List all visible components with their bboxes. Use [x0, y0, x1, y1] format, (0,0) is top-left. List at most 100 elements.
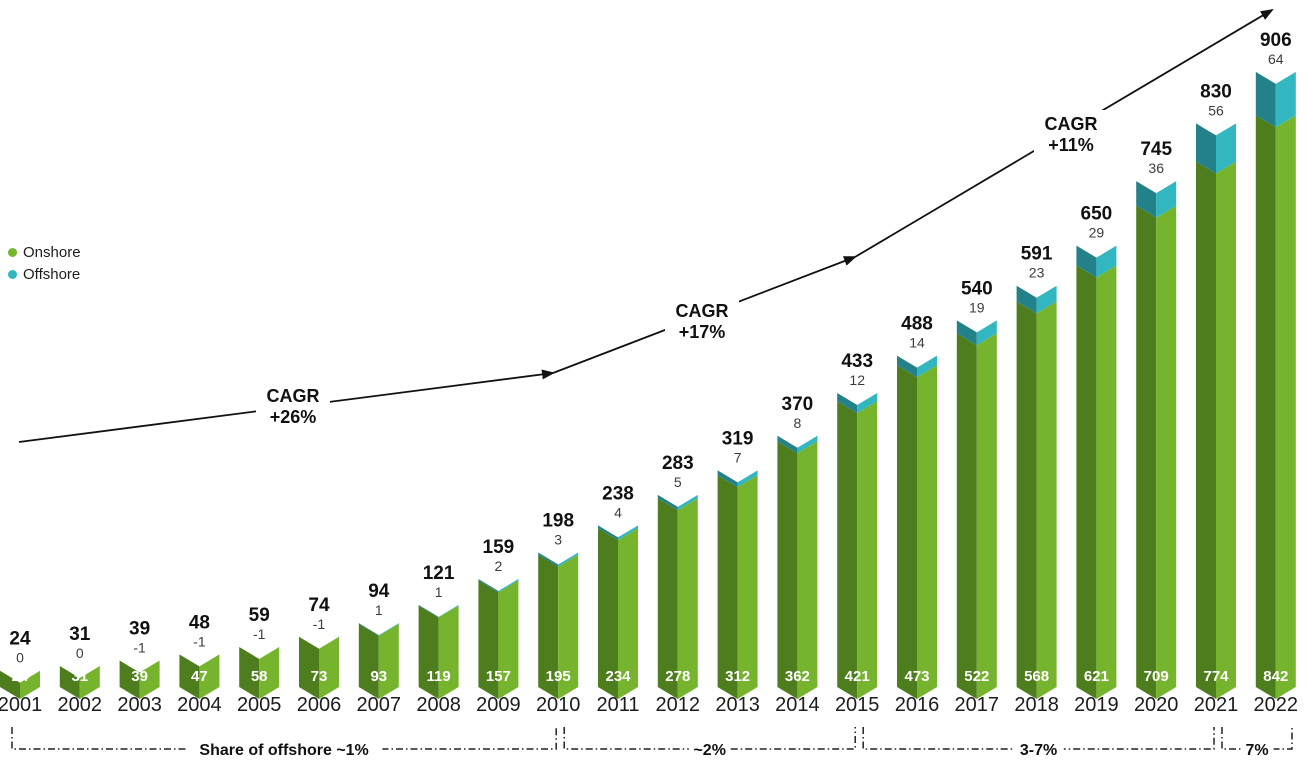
onshore-segment-right	[1156, 205, 1177, 700]
onshore-segment-left	[418, 605, 439, 699]
legend-item-offshore: Offshore	[8, 266, 81, 283]
legend-label-offshore: Offshore	[23, 266, 81, 283]
bracket-label-text: 3-7%	[1020, 742, 1057, 759]
share-bracket-label-3: 3-7%	[1013, 737, 1064, 759]
total-label: 198	[542, 511, 574, 532]
offshore-segment-right	[1156, 181, 1177, 218]
onshore-segment-left	[358, 623, 379, 699]
year-label: 2010	[536, 694, 581, 716]
year-label: 2022	[1254, 694, 1299, 716]
offshore-label: 14	[909, 335, 925, 351]
onshore-value-label: 93	[370, 668, 387, 685]
offshore-label: 0	[76, 645, 84, 661]
onshore-segment-right	[737, 475, 758, 699]
total-label: 31	[69, 624, 91, 645]
offshore-segment-right	[737, 470, 758, 488]
offshore-label: 4	[614, 504, 622, 520]
onshore-value-label: 362	[785, 668, 810, 685]
total-label: 94	[368, 581, 390, 602]
offshore-label: -1	[193, 633, 206, 649]
offshore-segment-right	[438, 604, 459, 618]
offshore-segment-right	[677, 494, 698, 511]
onshore-segment-left	[777, 441, 798, 699]
year-label: 2015	[835, 694, 880, 716]
cagr-label-backdrop	[1034, 110, 1108, 160]
year-label: 2007	[357, 694, 402, 716]
onshore-segment-right	[857, 401, 878, 699]
onshore-value-label: 24	[12, 668, 29, 685]
onshore-segment-right	[558, 554, 579, 699]
onshore-segment-left	[299, 636, 319, 699]
offshore-label: 36	[1148, 160, 1164, 176]
bar-group-2007: 941 93 2007	[357, 581, 402, 716]
offshore-segment-left	[1016, 285, 1037, 314]
offshore-segment-right	[1096, 245, 1117, 278]
offshore-label: 12	[849, 372, 865, 388]
year-label: 2020	[1134, 694, 1179, 716]
offshore-segment-left	[956, 320, 977, 346]
offshore-segment-right	[1275, 71, 1296, 128]
onshore-value-label: 621	[1084, 668, 1109, 685]
onshore-value-label: 473	[904, 668, 929, 685]
offshore-segment-right	[917, 355, 937, 378]
offshore-segment-right	[1036, 285, 1057, 314]
total-label: 319	[722, 428, 754, 449]
onshore-segment-left	[956, 333, 977, 699]
onshore-segment-right	[498, 580, 519, 699]
total-label: 24	[9, 629, 31, 650]
onshore-segment-right	[259, 646, 280, 699]
cagr-annotation-3: CAGR+11%	[1034, 110, 1108, 160]
total-label: 433	[841, 351, 873, 372]
onshore-segment-left	[179, 654, 200, 699]
offshore-segment-right	[558, 552, 579, 567]
onshore-segment-left	[538, 554, 559, 699]
offshore-segment-right	[618, 525, 638, 541]
share-bracket-2	[563, 727, 856, 750]
year-label: 2019	[1074, 694, 1119, 716]
onshore-segment-left	[1076, 265, 1097, 699]
onshore-value-label: 774	[1203, 668, 1229, 685]
share-bracket-4	[1221, 727, 1293, 750]
total-label: 745	[1140, 139, 1172, 160]
offshore-segment-left	[777, 435, 798, 454]
total-label: 121	[423, 563, 455, 584]
onshore-value-label: 31	[71, 668, 88, 685]
onshore-value-label: 312	[725, 668, 750, 685]
offshore-segment-left	[598, 525, 618, 541]
year-label: 2014	[775, 694, 820, 716]
onshore-value-label: 421	[845, 668, 870, 685]
cagr-value: +11%	[1048, 135, 1094, 155]
cagr-title: CAGR	[267, 386, 320, 406]
total-label: 283	[662, 453, 694, 474]
onshore-segment-left	[717, 475, 738, 699]
offshore-label: -1	[133, 640, 146, 656]
share-bracket-label-2: ~2%	[688, 737, 731, 759]
total-label: 540	[961, 278, 993, 299]
cagr-annotation-1: CAGR+26%	[256, 382, 330, 432]
year-label: 2011	[596, 694, 639, 716]
share-bracket-label-4: 7%	[1240, 737, 1274, 759]
total-label: 488	[901, 314, 933, 335]
total-label: 159	[483, 537, 515, 558]
legend-label-onshore: Onshore	[23, 244, 81, 261]
onshore-segment-right	[1036, 301, 1057, 699]
offshore-segment-left	[1076, 245, 1097, 278]
onshore-value-label: 842	[1263, 668, 1288, 685]
year-label: 2001	[0, 694, 42, 716]
offshore-label: 1	[375, 602, 383, 618]
bracket-label-text: ~2%	[693, 742, 725, 759]
offshore-label: 2	[495, 558, 503, 574]
offshore-label: 19	[969, 299, 985, 315]
offshore-segment-right	[1216, 123, 1236, 174]
onshore-value-label: 278	[665, 668, 690, 685]
offshore-segment-left	[1196, 123, 1216, 174]
offshore-segment-left	[717, 470, 738, 488]
onshore-segment-left	[897, 365, 917, 699]
bracket-label-text: 7%	[1245, 742, 1268, 759]
